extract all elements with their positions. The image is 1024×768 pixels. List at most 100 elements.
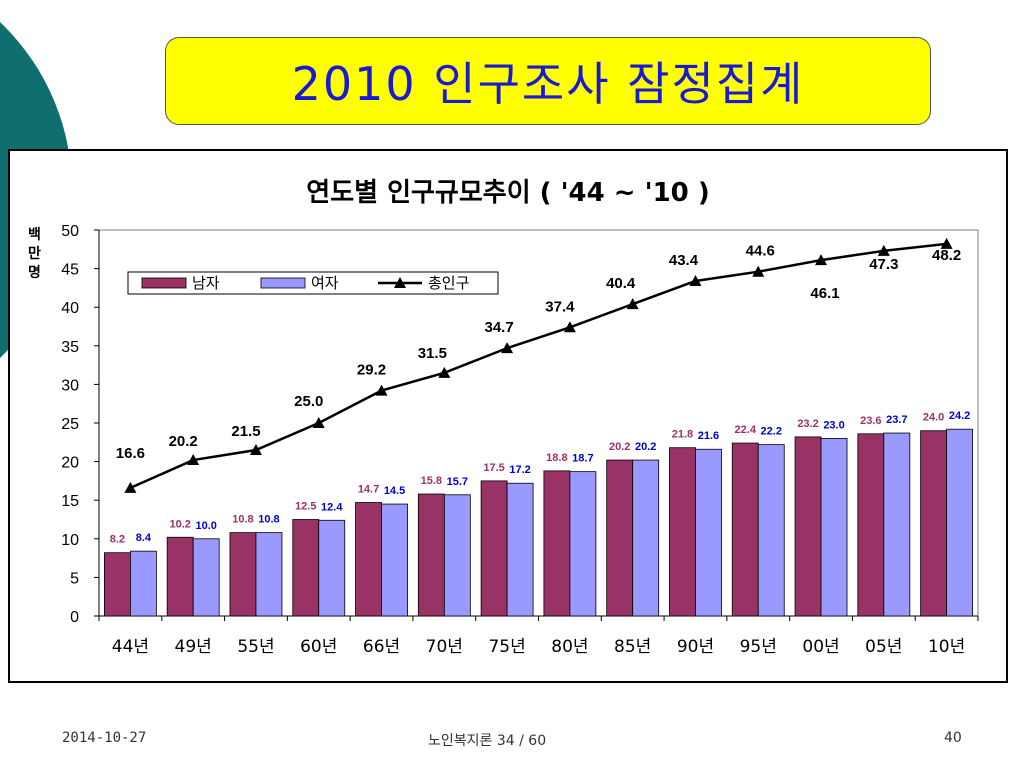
bar-male [355, 502, 382, 617]
x-tick-label: 44년 [112, 637, 149, 657]
marker-total [124, 481, 137, 493]
y-tick-label: 5 [70, 570, 79, 587]
x-tick-label: 90년 [677, 637, 714, 657]
x-tick-label: 75년 [488, 637, 525, 657]
legend-swatch-female [260, 277, 306, 289]
data-label-total: 37.4 [545, 298, 575, 315]
data-label-female: 23.0 [823, 419, 844, 431]
bar-male [543, 470, 571, 617]
data-label-total: 20.2 [169, 433, 198, 450]
data-label-male: 20.2 [609, 441, 630, 453]
x-tick-label: 49년 [175, 637, 212, 657]
bar-male [292, 519, 320, 617]
y-axis-label-char: 명 [28, 264, 41, 281]
data-label-total: 48.2 [932, 247, 961, 264]
marker-total [689, 274, 702, 286]
bar-male [857, 433, 885, 617]
legend-marker-total [394, 277, 406, 288]
data-label-male: 24.0 [923, 412, 944, 424]
bar-male [669, 447, 696, 617]
data-label-male: 23.6 [860, 415, 881, 427]
y-tick-label: 40 [61, 300, 79, 317]
data-label-female: 14.5 [384, 485, 405, 497]
data-label-female: 10.0 [195, 520, 216, 532]
bar-male [417, 493, 445, 617]
marker-total [438, 366, 451, 378]
data-label-male: 21.8 [672, 429, 693, 441]
data-label-total: 44.6 [746, 243, 775, 260]
data-label-total: 34.7 [485, 319, 514, 336]
data-label-female: 15.7 [447, 476, 468, 488]
x-tick-label: 70년 [426, 637, 463, 657]
data-label-female: 20.2 [635, 441, 656, 453]
line-total-population [129, 242, 947, 489]
y-tick-label: 50 [61, 223, 79, 240]
data-label-male: 10.2 [169, 518, 190, 530]
y-axis-label-char: 백 [28, 227, 41, 243]
data-label-female: 22.2 [761, 426, 782, 438]
bar-female [381, 503, 408, 617]
y-tick-label: 10 [61, 532, 79, 549]
x-tick-label: 80년 [551, 637, 588, 657]
data-label-total: 25.0 [294, 393, 323, 410]
y-tick-label: 35 [61, 339, 79, 356]
data-label-male: 10.8 [232, 514, 253, 526]
bar-male [920, 430, 948, 617]
bar-male [731, 442, 759, 617]
bar-male [229, 532, 257, 617]
x-tick-label: 85년 [614, 637, 651, 657]
bar-female [883, 432, 911, 617]
marker-total [815, 254, 828, 266]
footer-center-text: 노인복지론 34 / 60 [428, 733, 547, 749]
legend-box [127, 271, 499, 295]
marker-total [249, 444, 262, 456]
data-label-male: 12.5 [295, 501, 316, 513]
data-label-total: 47.3 [869, 256, 898, 273]
data-label-female: 10.8 [258, 514, 279, 526]
data-label-male: 15.8 [421, 475, 442, 487]
x-tick-label: 66년 [363, 637, 400, 657]
marker-total [563, 321, 576, 333]
legend-label-total: 총인구 [428, 274, 469, 292]
bar-female [255, 532, 283, 617]
data-label-male: 8.2 [110, 534, 125, 546]
data-label-total: 31.5 [418, 345, 447, 362]
data-label-male: 22.4 [735, 424, 757, 436]
x-tick-label: 95년 [740, 637, 777, 657]
x-tick-label: 55년 [237, 637, 274, 657]
y-tick-label: 0 [70, 609, 79, 626]
data-label-female: 12.4 [321, 501, 343, 513]
marker-total [187, 454, 200, 466]
legend-swatch-male [141, 277, 187, 289]
data-label-total: 16.6 [116, 445, 145, 462]
data-label-female: 17.2 [509, 464, 530, 476]
marker-total [375, 384, 388, 396]
bar-female [946, 428, 974, 617]
bar-female [192, 538, 220, 617]
y-tick-label: 45 [61, 262, 79, 279]
bar-female [129, 550, 157, 617]
footer-date: 2014-10-27 [62, 730, 147, 746]
bar-male [103, 552, 131, 617]
bar-female [443, 494, 471, 617]
y-tick-label: 15 [61, 493, 79, 510]
data-label-male: 23.2 [797, 418, 818, 430]
marker-total [312, 417, 325, 428]
slide-title-box: 2010 인구조사 잠정집계 [165, 37, 931, 125]
y-tick-label: 20 [61, 455, 79, 472]
x-tick-label: 10년 [928, 637, 965, 657]
bar-female [757, 444, 785, 617]
bar-female [695, 448, 722, 617]
marker-total [626, 298, 639, 310]
x-tick-label: 05년 [865, 637, 902, 657]
data-label-total: 40.4 [606, 275, 636, 292]
bar-male [606, 459, 634, 617]
legend-label-male: 남자 [192, 274, 220, 292]
bar-female [632, 459, 660, 617]
data-label-male: 18.8 [546, 452, 567, 464]
data-label-female: 21.6 [698, 430, 719, 442]
marker-total [752, 265, 765, 277]
marker-total [501, 342, 514, 354]
